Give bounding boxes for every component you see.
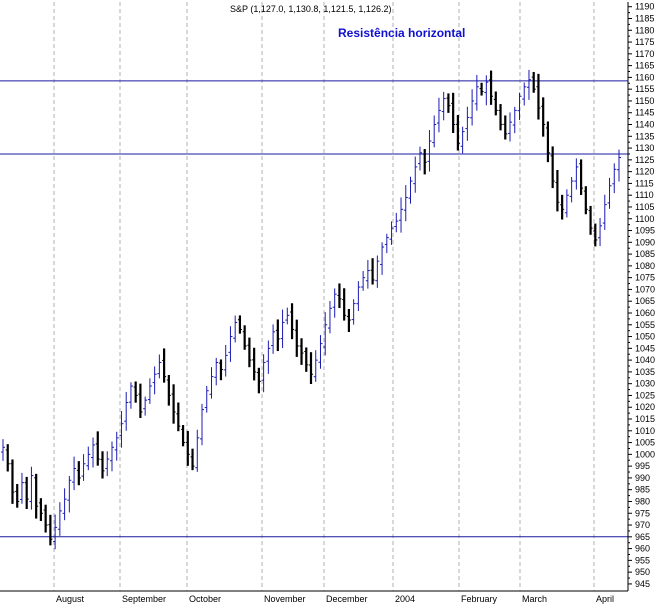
x-tick-label: December — [326, 594, 368, 604]
y-tick-label: 1065 — [635, 296, 655, 306]
y-tick-label: 960 — [635, 544, 650, 554]
y-tick-label: 1135 — [635, 131, 654, 141]
y-tick-label: 1170 — [635, 49, 654, 59]
y-tick-label: 1145 — [635, 108, 654, 118]
y-tick-label: 1185 — [635, 13, 654, 23]
y-tick-label: 965 — [635, 532, 650, 542]
y-tick-label: 1020 — [635, 402, 655, 412]
y-tick-label: 1160 — [635, 72, 654, 82]
y-tick-label: 1040 — [635, 355, 655, 365]
y-tick-label: 1140 — [635, 120, 654, 130]
chart-title: S&P (1,127.0, 1,130.8, 1,121.5, 1,126.2) — [230, 4, 391, 14]
x-tick-label: November — [264, 594, 306, 604]
y-tick-label: 1165 — [635, 61, 654, 71]
y-tick-label: 970 — [635, 520, 650, 530]
y-tick-label: 1150 — [635, 96, 654, 106]
y-tick-label: 1050 — [635, 332, 655, 342]
axes: August September October November December 20… — [0, 2, 655, 604]
y-tick-label: 1155 — [635, 84, 654, 94]
y-tick-label: 975 — [635, 508, 650, 518]
y-tick-label: 1090 — [635, 237, 655, 247]
x-tick-label: February — [461, 594, 498, 604]
y-tick-label: 955 — [635, 555, 650, 565]
y-tick-label: 1105 — [635, 202, 654, 212]
y-tick-label: 1175 — [635, 37, 654, 47]
y-tick-label: 1125 — [635, 155, 654, 165]
annotation-resistencia: Resistência horizontal — [338, 26, 465, 40]
y-tick-label: 1130 — [635, 143, 654, 153]
y-tick-label: 990 — [635, 473, 650, 483]
y-tick-label: 1075 — [635, 273, 655, 283]
y-tick-label: 1080 — [635, 261, 655, 271]
y-tick-label: 1120 — [635, 167, 654, 177]
y-tick-label: 1010 — [635, 426, 655, 436]
x-tick-label: October — [189, 594, 221, 604]
y-tick-label: 950 — [635, 567, 650, 577]
y-tick-label: 980 — [635, 496, 650, 506]
horizontal-lines — [0, 80, 628, 538]
x-tick-label: April — [596, 594, 614, 604]
y-tick-label: 995 — [635, 461, 650, 471]
y-tick-label: 1100 — [635, 214, 654, 224]
y-tick-label: 1025 — [635, 390, 655, 400]
x-tick-label: August — [56, 594, 85, 604]
y-tick-label: 1035 — [635, 367, 655, 377]
y-tick-label: 1060 — [635, 308, 655, 318]
x-tick-label: 2004 — [395, 594, 415, 604]
y-tick-label: 1055 — [635, 320, 655, 330]
y-tick-label: 1000 — [635, 449, 655, 459]
y-tick-label: 1180 — [635, 25, 654, 35]
y-tick-label: 1095 — [635, 226, 655, 236]
x-tick-label: September — [122, 594, 166, 604]
price-bars — [1, 69, 621, 550]
y-tick-label: 945 — [635, 579, 650, 589]
y-tick-label: 1005 — [635, 438, 655, 448]
grid-layer — [53, 2, 595, 591]
y-tick-label: 985 — [635, 485, 650, 495]
x-tick-label: March — [522, 594, 547, 604]
y-tick-label: 1015 — [635, 414, 655, 424]
y-tick-label: 1190 — [635, 2, 654, 12]
y-tick-label: 1070 — [635, 284, 655, 294]
y-tick-label: 1110 — [635, 190, 654, 200]
y-tick-label: 1115 — [635, 178, 654, 188]
y-tick-label: 1045 — [635, 343, 655, 353]
y-tick-label: 1030 — [635, 379, 655, 389]
y-tick-label: 1085 — [635, 249, 655, 259]
